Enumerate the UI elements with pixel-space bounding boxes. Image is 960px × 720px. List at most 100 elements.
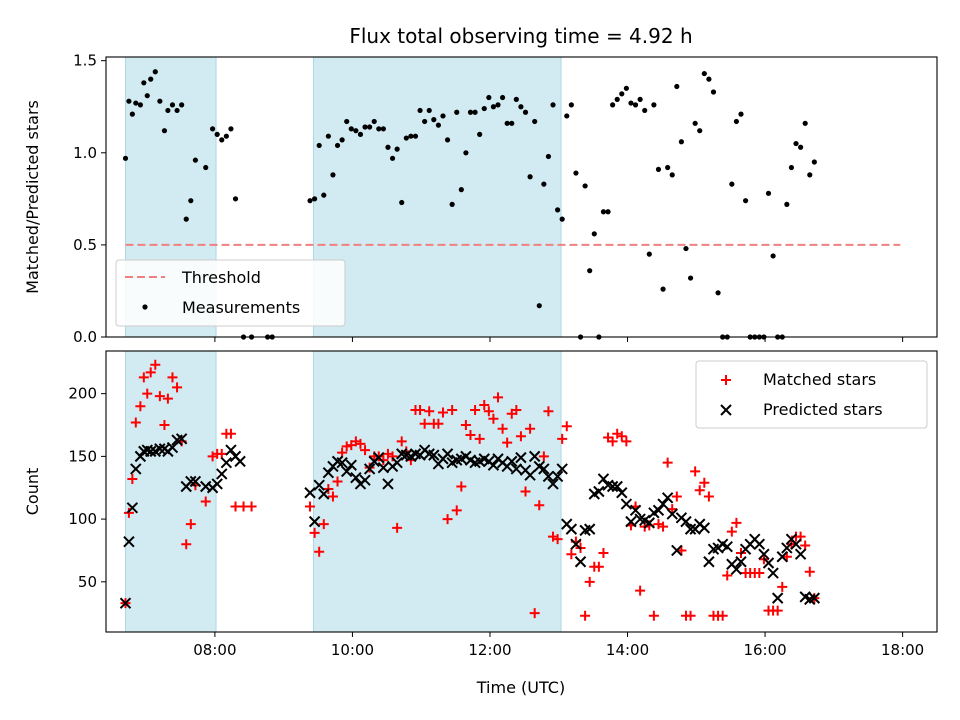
measurement-point (144, 93, 150, 99)
measurement-point (219, 137, 225, 143)
measurement-point (422, 118, 428, 125)
y-tick-label: 1.5 (73, 52, 97, 70)
matched-star-point (154, 391, 165, 402)
measurement-point (798, 144, 804, 150)
matched-star-point (584, 576, 595, 587)
y-tick-label: 100 (68, 510, 97, 528)
measurement-point (408, 133, 414, 139)
measurement-point (232, 196, 239, 202)
measurement-point (527, 174, 533, 180)
matched-star-point (142, 388, 153, 399)
measurement-point (141, 80, 147, 86)
matched-star-point (360, 445, 371, 456)
measurement-point (504, 120, 510, 126)
matched-star-point (607, 436, 618, 447)
matched-star-point (722, 570, 733, 581)
matched-star-point (246, 501, 257, 512)
matched-star-point (470, 404, 481, 415)
predicted-star-point (661, 492, 674, 504)
predicted-star-point (313, 479, 325, 491)
matched-star-point (694, 485, 705, 496)
matched-star-point (538, 451, 549, 462)
x-tick-label: 12:00 (468, 641, 511, 659)
predicted-star-point (730, 563, 743, 575)
predicted-star-point (123, 535, 135, 548)
matched-star-point (172, 382, 183, 393)
matched-star-point (415, 404, 426, 415)
measurement-point (692, 120, 698, 126)
measurement-point (697, 128, 703, 134)
predicted-star-point (211, 478, 223, 490)
measurement-point (126, 98, 132, 104)
matched-star-point (511, 404, 522, 415)
measurement-point (646, 251, 652, 257)
matched-star-point (497, 423, 508, 434)
matched-star-point (396, 436, 407, 447)
measurement-point (316, 142, 322, 149)
measurement-point (495, 102, 501, 108)
predicted-star-point (225, 444, 237, 456)
matched-star-point (185, 519, 196, 530)
measurement-point (188, 198, 194, 204)
measurement-point (619, 91, 625, 97)
predicted-star-point (189, 475, 202, 488)
measurement-point (463, 150, 469, 156)
measurement-point (133, 100, 139, 106)
measurement-point (431, 117, 437, 123)
measurement-point (669, 172, 675, 178)
measurement-point (467, 109, 474, 115)
measurement-point (674, 83, 680, 90)
matched-star-point (658, 521, 669, 532)
x-tick-label: 08:00 (193, 641, 236, 659)
measurement-point (770, 253, 776, 259)
observing-span-2 (312, 56, 562, 338)
predicted-star-point (794, 548, 807, 560)
predicted-star-point (680, 515, 692, 528)
matched-star-point (135, 401, 146, 412)
measurement-point (348, 126, 354, 132)
measurement-point (591, 231, 597, 237)
matched-star-point (433, 418, 444, 429)
x-tick-label: 10:00 (331, 641, 374, 659)
predicted-star-point (547, 478, 559, 490)
plot-frame (105, 56, 938, 338)
matched-star-point (621, 436, 632, 447)
legend: Threshold Measurements (115, 259, 346, 327)
predicted-star-point (154, 443, 166, 455)
predicted-star-point (318, 488, 330, 500)
predicted-star-point (767, 567, 779, 579)
matched-star-point (419, 418, 430, 429)
measurement-point (399, 199, 405, 206)
measurement-point (742, 198, 749, 204)
matched-star-point (635, 585, 646, 596)
measurement-point (152, 69, 158, 75)
matched-star-point (309, 527, 320, 538)
measurement-point (174, 107, 180, 114)
y-tick-label: 200 (68, 385, 97, 403)
measurement-point (765, 190, 772, 196)
measurement-point (137, 102, 143, 108)
predicted-star-point (345, 459, 357, 471)
predicted-star-point (304, 487, 316, 499)
matched-star-point (159, 420, 170, 431)
matched-star-point (327, 491, 338, 502)
measurement-point (417, 107, 423, 114)
measurement-point (385, 144, 391, 150)
y-tick-label: 50 (78, 573, 97, 591)
measurement-point (449, 201, 455, 207)
legend-matched-label: Matched stars (763, 370, 876, 389)
series-predicted-stars (119, 433, 821, 609)
matched-star-point (392, 522, 403, 533)
matched-star-point (525, 423, 536, 434)
measurement-point (412, 133, 419, 139)
measurement-point (715, 290, 721, 296)
matched-star-point (145, 367, 156, 378)
measurement-point (637, 96, 643, 102)
y-tick-label: 1.0 (73, 144, 97, 162)
measurement-point (784, 201, 790, 207)
measurement-point (435, 122, 441, 128)
predicted-star-point (428, 449, 440, 461)
measurement-point (541, 181, 547, 187)
matched-star-point (424, 406, 435, 417)
